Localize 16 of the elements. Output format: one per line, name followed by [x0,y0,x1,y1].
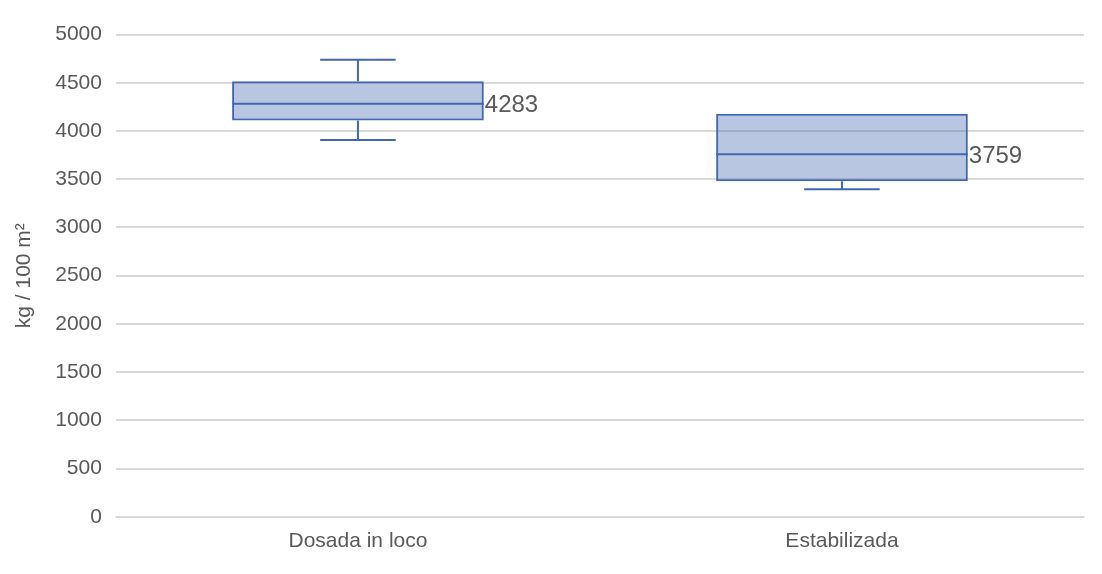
y-tick-label: 4500 [55,69,102,93]
y-tick-label: 5000 [55,21,102,45]
y-tick-label: 2500 [55,262,102,286]
x-tick-label: Estabilizada [785,528,899,552]
y-tick-label: 4000 [55,117,102,141]
text: 3759 [968,140,1023,168]
y-tick-label: 500 [66,455,102,479]
y-tick-label: 2000 [55,310,102,334]
y-tick-label: 3000 [55,214,102,238]
text: 4283 [484,90,539,118]
y-axis-title: kg / 100 m² [11,223,35,329]
x-tick-label: Dosada in loco [288,528,428,552]
y-tick-label: 0 [90,503,102,527]
y-tick-label: 1500 [55,358,102,382]
y-tick-label: 3500 [55,166,102,190]
y-tick-label: 1000 [55,407,102,431]
